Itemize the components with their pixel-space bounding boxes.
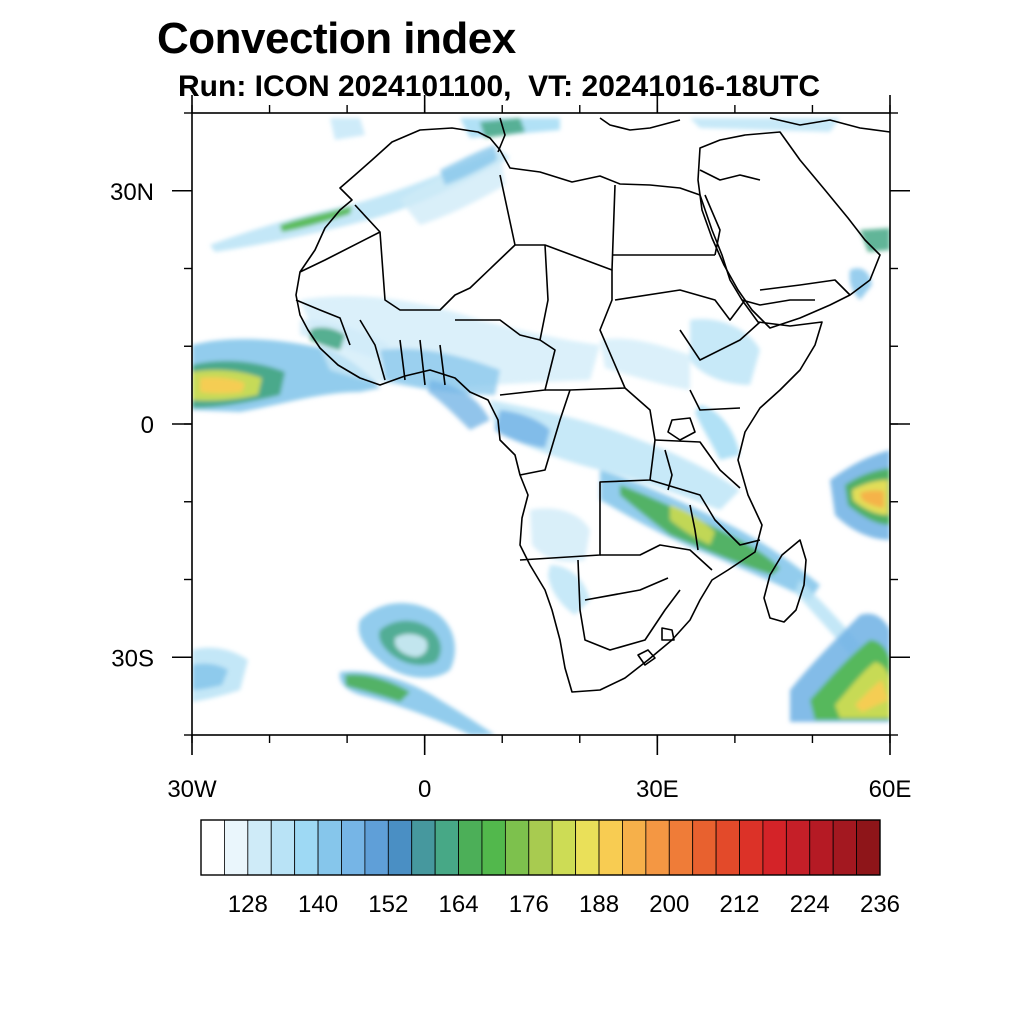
colorbar-box bbox=[785, 819, 811, 876]
colorbar-box bbox=[645, 819, 670, 876]
colorbar-box bbox=[504, 819, 530, 876]
colorbar-box bbox=[809, 819, 834, 876]
colorbar-box bbox=[715, 819, 740, 876]
x-tick-label: 30E bbox=[636, 776, 679, 803]
madagascar-coastline bbox=[763, 539, 807, 623]
colorbar-label: 200 bbox=[649, 891, 689, 918]
colorbar-box bbox=[692, 819, 717, 876]
colorbar-box bbox=[247, 819, 272, 876]
colorbar-box bbox=[481, 819, 506, 876]
x-tick-label: 30W bbox=[167, 776, 217, 803]
colorbar-box bbox=[598, 819, 623, 876]
colorbar-box bbox=[856, 819, 881, 876]
colorbar-label: 212 bbox=[719, 891, 759, 918]
y-tick-label: 30S bbox=[111, 645, 154, 672]
arabia-coastline bbox=[697, 131, 881, 329]
colorbar-box bbox=[575, 819, 600, 876]
colorbar-box bbox=[668, 819, 694, 876]
chart-subtitle: Run: ICON 2024101100, VT: 20241016-18UTC bbox=[178, 70, 820, 103]
colorbar-box bbox=[739, 819, 764, 876]
colorbar-box bbox=[551, 819, 577, 876]
map-frame: 30W 0 30E 60E 30N 0 30S bbox=[110, 95, 911, 803]
colorbar-box bbox=[434, 819, 459, 876]
colorbar-box bbox=[458, 819, 483, 876]
chart-title: Convection index bbox=[157, 14, 516, 63]
coastlines-borders bbox=[295, 117, 890, 693]
colorbar-box bbox=[528, 819, 553, 876]
colorbar-box bbox=[294, 819, 319, 876]
colorbar-label: 152 bbox=[368, 891, 408, 918]
colorbar-label: 176 bbox=[509, 891, 549, 918]
colorbar-box bbox=[317, 819, 342, 876]
colorbar-box bbox=[200, 819, 225, 876]
colorbar-label: 164 bbox=[439, 891, 479, 918]
colorbar-label: 236 bbox=[860, 891, 900, 918]
africa-coastline bbox=[295, 127, 823, 693]
region-congo-basin bbox=[490, 400, 740, 510]
colorbar-box bbox=[622, 819, 647, 876]
colorbar-box bbox=[387, 819, 413, 876]
x-tick-label: 0 bbox=[418, 776, 431, 803]
colorbar-box bbox=[832, 819, 857, 876]
colorbar-box bbox=[411, 819, 436, 876]
x-tick-label: 60E bbox=[869, 776, 912, 803]
colorbar-label: 188 bbox=[579, 891, 619, 918]
convection-field bbox=[192, 118, 890, 735]
colorbar-box bbox=[364, 819, 389, 876]
colorbar-frame bbox=[200, 819, 881, 876]
colorbar-box bbox=[762, 819, 787, 876]
colorbar-label: 128 bbox=[228, 891, 268, 918]
colorbar-box bbox=[270, 819, 296, 876]
colorbar-label: 224 bbox=[790, 891, 830, 918]
colorbar-box bbox=[224, 819, 249, 876]
y-tick-label: 0 bbox=[141, 412, 154, 439]
colorbar-label: 140 bbox=[298, 891, 338, 918]
y-tick-label: 30N bbox=[110, 179, 154, 206]
colorbar-box bbox=[341, 819, 366, 876]
colorbar: 128 140 152 164 176 188 200 212 224 236 bbox=[200, 819, 900, 918]
region-west-sahara-core bbox=[280, 206, 352, 232]
